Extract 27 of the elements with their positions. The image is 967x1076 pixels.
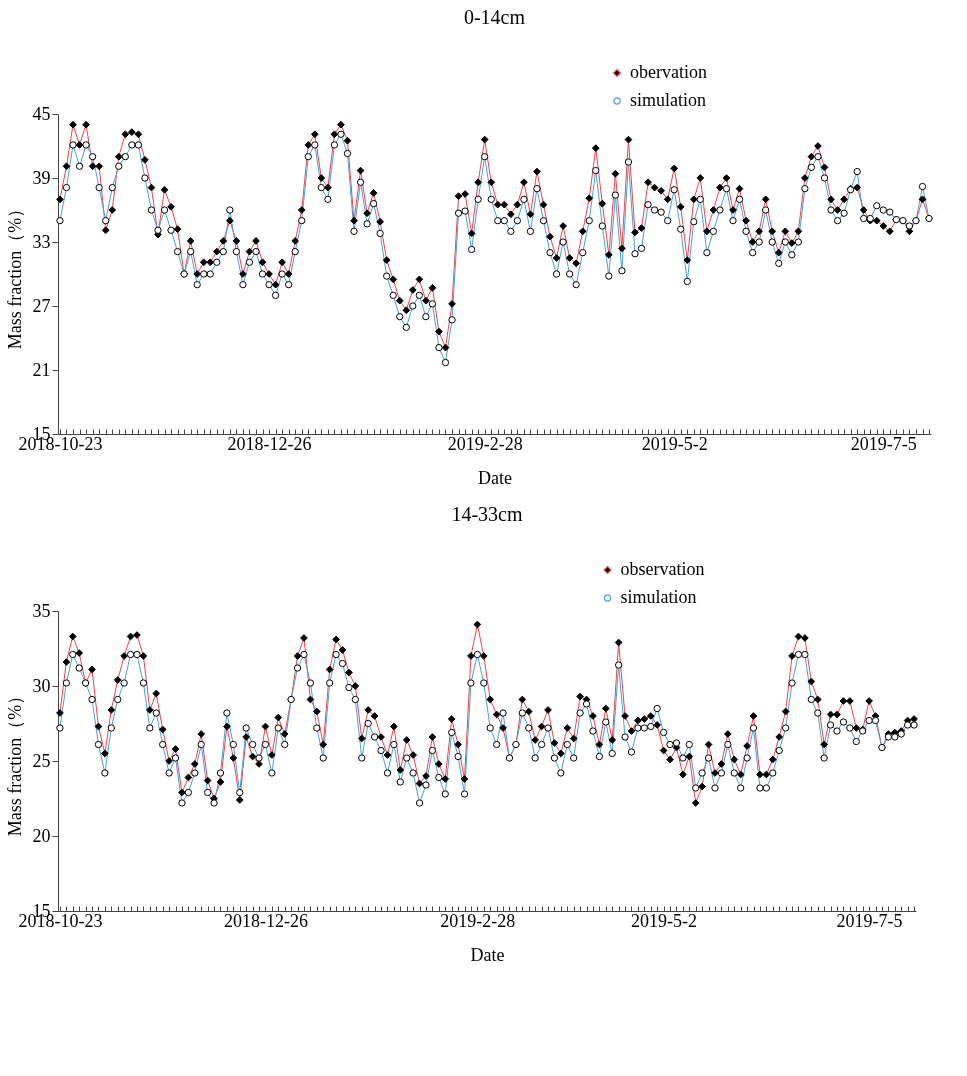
y-tick-label: 21	[32, 359, 51, 380]
legend-label: observation	[620, 559, 705, 579]
y-axis-title: Mass fraction（%）	[4, 686, 25, 837]
y-tick-label: 39	[32, 167, 51, 188]
chart-title: 14-33cm	[451, 503, 523, 525]
x-tick-label: 2018-12-26	[223, 910, 308, 931]
x-axis-title: Date	[478, 467, 512, 488]
y-tick-label: 25	[32, 750, 51, 771]
legend-label: obervation	[629, 62, 707, 82]
chart-title: 0-14cm	[463, 6, 526, 28]
y-tick-label: 30	[32, 675, 51, 696]
x-tick-label: 2018-12-26	[227, 433, 312, 454]
x-tick-label: 2019-7-5	[850, 433, 917, 454]
y-tick-label: 20	[32, 825, 51, 846]
y-tick-label: 33	[32, 231, 51, 252]
x-tick-label: 2019-2-28	[440, 910, 516, 931]
y-tick-label: 45	[32, 103, 51, 124]
y-axis-title: Mass fraction（%）	[4, 199, 25, 350]
y-tick-label: 35	[32, 600, 51, 621]
x-tick-label: 2019-5-2	[631, 910, 698, 931]
y-tick-label: 27	[32, 295, 51, 316]
x-tick-label: 2019-2-28	[447, 433, 523, 454]
legend-label: simulation	[620, 587, 697, 607]
legend-label: simulation	[629, 90, 706, 110]
x-tick-label: 2019-7-5	[836, 910, 903, 931]
x-axis-title: Date	[470, 944, 505, 965]
x-tick-label: 2019-5-2	[641, 433, 708, 454]
